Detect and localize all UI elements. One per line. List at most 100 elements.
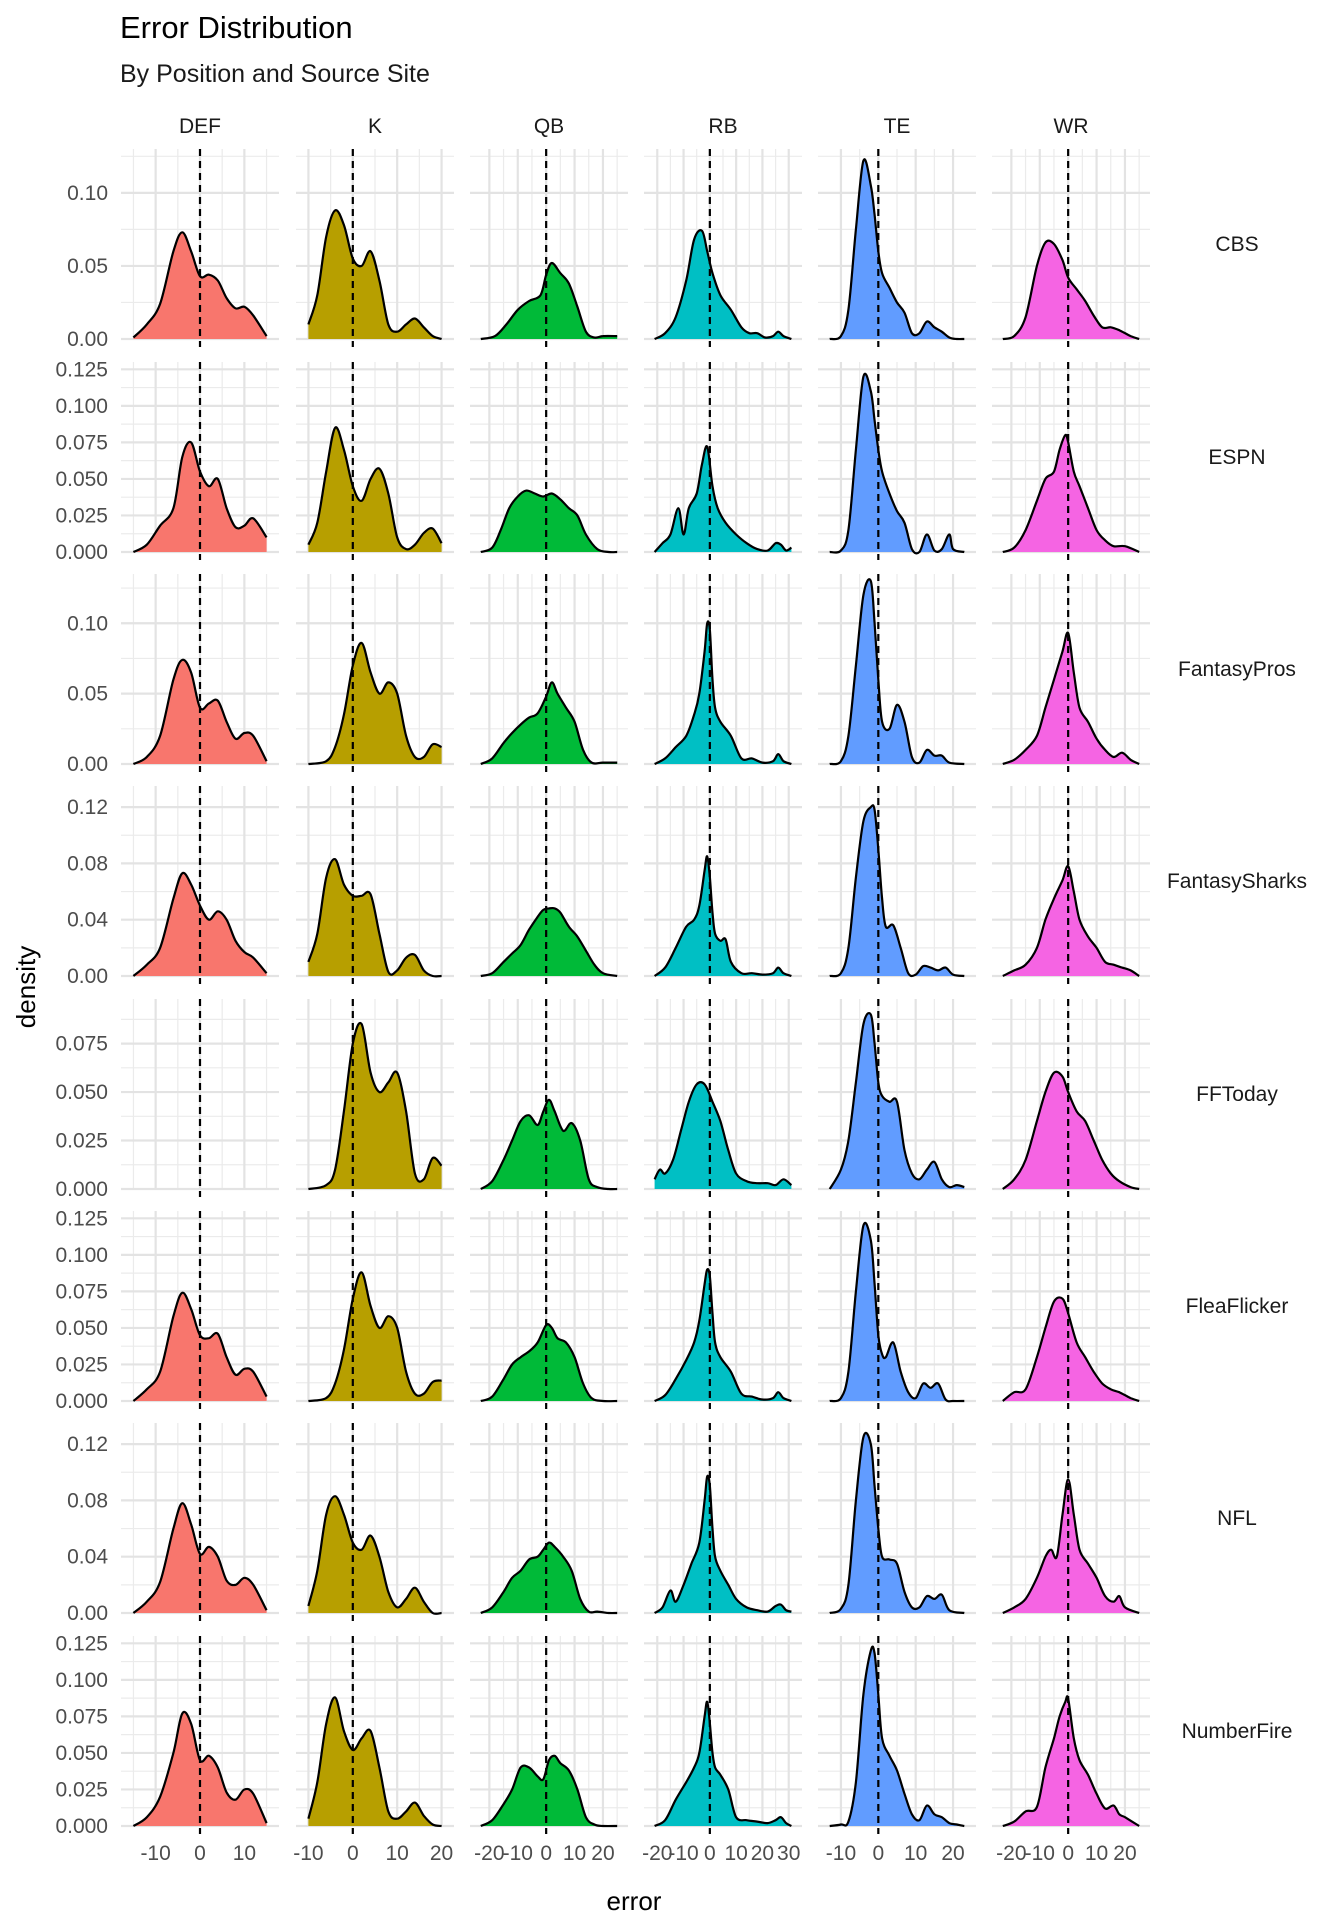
density-line <box>829 158 965 341</box>
density-line <box>1002 239 1140 341</box>
density-line <box>307 858 442 978</box>
density-area <box>1002 434 1140 552</box>
density-line <box>480 1098 618 1191</box>
row-strip-label: CBS <box>1215 233 1258 256</box>
density-area <box>654 1701 792 1826</box>
y-tick-label: 0.025 <box>55 504 108 527</box>
density-line <box>132 231 268 339</box>
x-tick-label: 20 <box>430 1842 453 1865</box>
density-area <box>829 805 965 977</box>
density-line <box>1002 1296 1140 1403</box>
y-tick-label: 0.000 <box>55 1815 108 1838</box>
facet-panel <box>644 1636 802 1834</box>
x-tick-label: -10 <box>1025 1842 1055 1865</box>
density-area <box>308 210 442 339</box>
facet-panel <box>644 149 802 347</box>
x-tick-label: 10 <box>1085 1842 1108 1865</box>
facet-panel <box>296 1211 454 1409</box>
y-tick-label: 0.05 <box>67 255 108 278</box>
density-area <box>480 1324 618 1402</box>
y-tick-label: 0.025 <box>55 1130 108 1153</box>
column-strip-label: K <box>368 115 382 138</box>
facet-panel <box>470 362 628 560</box>
facet-panel <box>992 1211 1150 1409</box>
facet-panel <box>992 574 1150 772</box>
density-line <box>480 681 618 766</box>
facet-panel <box>296 574 454 772</box>
chart-title: Error Distribution <box>120 10 353 45</box>
column-strip-label: RB <box>708 115 737 138</box>
density-line <box>1002 864 1140 977</box>
y-tick-label: 0.100 <box>55 395 108 418</box>
density-line <box>308 1021 443 1191</box>
density-area <box>480 908 618 976</box>
density-area <box>654 856 792 976</box>
column-strip-label: WR <box>1054 115 1089 138</box>
x-tick-label: 0 <box>1062 1842 1074 1865</box>
density-area <box>829 1222 965 1402</box>
density-line <box>653 855 792 978</box>
density-area <box>654 1082 792 1189</box>
facet-panel <box>818 574 976 772</box>
density-line <box>654 620 792 766</box>
density-area <box>480 490 618 553</box>
density-line <box>480 1754 618 1828</box>
facet-panel <box>121 362 279 560</box>
density-area <box>308 642 442 764</box>
density-line <box>132 440 268 553</box>
x-tick-label: 20 <box>1113 1842 1136 1865</box>
facet-panel <box>644 1423 802 1621</box>
density-area <box>654 446 792 552</box>
facet-panel <box>644 999 802 1197</box>
density-line <box>829 1431 965 1615</box>
y-tick-label: 0.050 <box>55 1317 108 1340</box>
density-line <box>829 804 965 978</box>
density-line <box>1002 631 1140 766</box>
x-tick-label: 0 <box>872 1842 884 1865</box>
density-area <box>829 1432 965 1613</box>
facet-panel <box>470 1423 628 1621</box>
density-line <box>654 229 792 341</box>
facet-panel <box>121 149 279 347</box>
facet-panel <box>470 999 628 1197</box>
x-tick-label: 0 <box>347 1842 359 1865</box>
density-line <box>1002 433 1140 554</box>
row-strip-label: ESPN <box>1208 446 1265 469</box>
facet-panel <box>470 149 628 347</box>
density-area <box>829 159 965 340</box>
y-tick-label: 0.000 <box>55 541 108 564</box>
density-line <box>653 445 793 553</box>
facet-panel <box>992 786 1150 984</box>
facet-panel <box>818 1211 976 1409</box>
y-tick-label: 0.08 <box>67 1489 108 1512</box>
density-line <box>308 641 443 766</box>
row-strip-label: FantasySharks <box>1167 870 1307 893</box>
y-tick-label: 0.00 <box>67 753 108 776</box>
x-tick-label: 30 <box>777 1842 800 1865</box>
density-line <box>829 372 965 555</box>
x-tick-label: 10 <box>233 1842 256 1865</box>
facet-panel <box>121 1636 279 1834</box>
y-tick-label: 0.025 <box>55 1353 108 1376</box>
facet-panel <box>470 1636 628 1834</box>
x-tick-label: -10 <box>826 1842 856 1865</box>
x-tick-label: 0 <box>540 1842 552 1865</box>
density-line <box>132 658 268 766</box>
y-tick-label: 0.075 <box>55 431 108 454</box>
x-tick-label: 10 <box>724 1842 747 1865</box>
y-tick-label: 0.050 <box>55 1081 108 1104</box>
density-area <box>1002 1696 1140 1826</box>
x-tick-label: 10 <box>904 1842 927 1865</box>
x-tick-label: -20 <box>642 1842 672 1865</box>
facet-panel <box>644 574 802 772</box>
y-tick-label: 0.12 <box>67 1433 108 1456</box>
y-tick-label: 0.10 <box>67 182 108 205</box>
facet-panel <box>470 1211 628 1409</box>
row-strip-label: NFL <box>1217 1507 1257 1530</box>
density-area <box>1002 1071 1140 1189</box>
facet-panel <box>470 786 628 984</box>
density-line <box>828 1011 965 1190</box>
facet-panel <box>296 362 454 560</box>
